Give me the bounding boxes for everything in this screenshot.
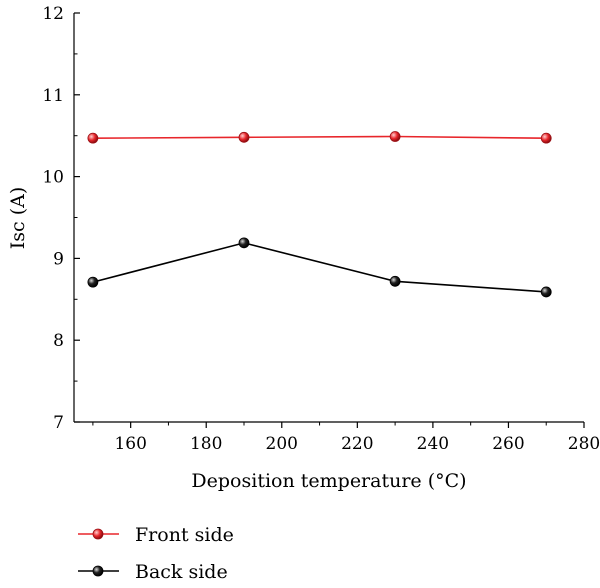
legend: Front side Back side: [78, 524, 234, 583]
y-axis: 7 8 9 10 11 12: [42, 4, 80, 433]
x-tick-label: 240: [417, 434, 449, 454]
legend-marker: [92, 528, 104, 540]
legend-marker: [92, 565, 104, 577]
series-line-1: [92, 242, 547, 293]
series-point-1: [87, 276, 99, 288]
series-point-0: [540, 132, 552, 144]
legend-label: Back side: [135, 561, 228, 583]
series-point-0: [238, 131, 250, 143]
series-point-1: [238, 237, 250, 249]
series-layer: [87, 131, 552, 298]
x-tick-label: 180: [190, 434, 222, 454]
y-tick-label: 9: [53, 249, 64, 269]
x-tick-label: 280: [568, 434, 600, 454]
series-line-0: [92, 135, 547, 139]
y-tick-label: 12: [42, 4, 64, 24]
x-axis-label: Deposition temperature (°C): [191, 470, 466, 492]
x-tick-label: 220: [341, 434, 373, 454]
series-point-0: [87, 132, 99, 144]
x-tick-label: 200: [266, 434, 298, 454]
y-tick-label: 8: [53, 331, 64, 351]
legend-label: Front side: [135, 524, 234, 546]
y-tick-label: 11: [42, 86, 64, 106]
y-axis-label: Isc (A): [7, 187, 29, 249]
x-axis: 160 180 200 220 240 260 280: [92, 422, 600, 454]
y-tick-label: 10: [42, 168, 64, 188]
series-point-1: [389, 275, 401, 287]
series-point-0: [389, 131, 401, 142]
series-point-1: [540, 286, 552, 298]
y-tick-label: 7: [53, 413, 64, 433]
x-tick-label: 160: [114, 434, 146, 454]
plot-frame: [73, 13, 584, 423]
x-tick-label: 260: [492, 434, 524, 454]
